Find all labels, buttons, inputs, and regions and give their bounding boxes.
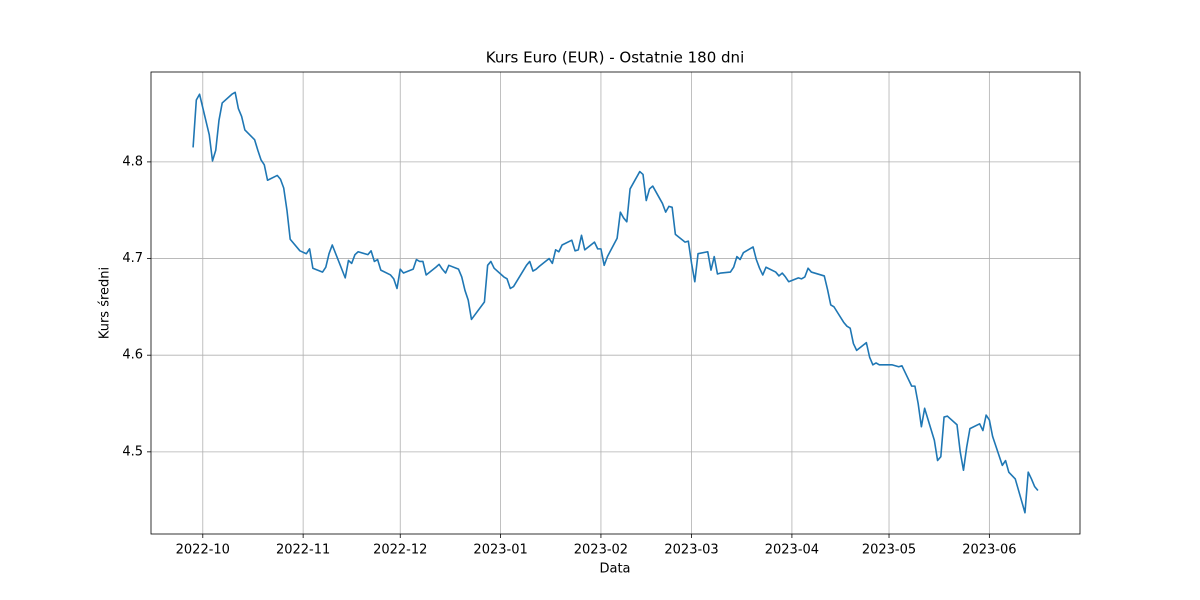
x-tick-label: 2023-03 — [664, 543, 718, 558]
x-tick-label: 2023-05 — [862, 543, 916, 558]
y-tick-label: 4.8 — [122, 154, 143, 169]
y-tick-label: 4.5 — [122, 444, 143, 459]
chart-title: Kurs Euro (EUR) - Ostatnie 180 dni — [486, 49, 745, 67]
y-tick-label: 4.7 — [122, 251, 143, 266]
y-axis-label: Kurs średni — [98, 267, 113, 339]
plot-frame — [150, 71, 1081, 535]
x-tick-label: 2023-06 — [962, 543, 1016, 558]
x-axis-label: Data — [599, 562, 630, 577]
x-tick-label: 2022-11 — [276, 543, 330, 558]
x-tick-label: 2023-01 — [473, 543, 527, 558]
x-tick-label: 2022-12 — [373, 543, 427, 558]
data-line — [192, 91, 1039, 514]
x-tick-label: 2023-04 — [765, 543, 819, 558]
x-tick-label: 2023-02 — [574, 543, 628, 558]
x-tick-label: 2022-10 — [176, 543, 230, 558]
y-tick-label: 4.6 — [122, 348, 143, 363]
